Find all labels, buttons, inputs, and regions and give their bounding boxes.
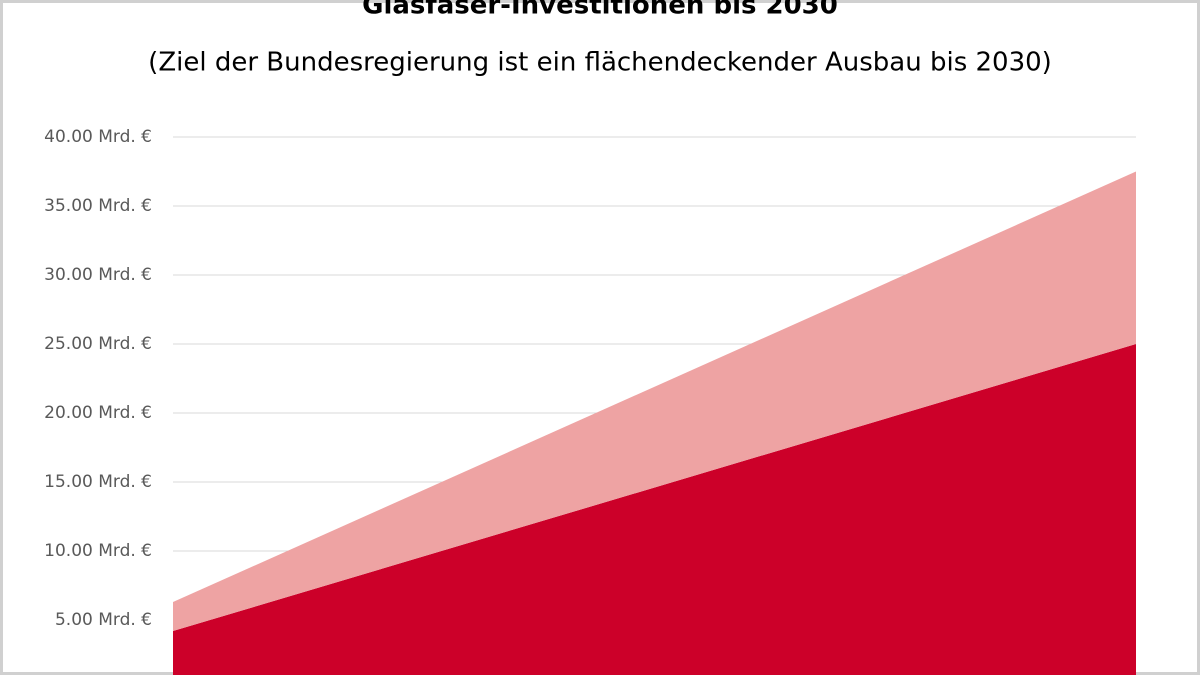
area bbox=[173, 344, 1136, 675]
y-tick-label: 10.00 Mrd. € bbox=[44, 541, 152, 561]
y-tick-label: 40.00 Mrd. € bbox=[44, 127, 152, 147]
chart-title: Glasfaser-Investitionen bis 2030 bbox=[362, 0, 838, 21]
y-tick-label: 5.00 Mrd. € bbox=[55, 610, 152, 630]
y-tick-label: 25.00 Mrd. € bbox=[44, 334, 152, 354]
y-tick-label: 15.00 Mrd. € bbox=[44, 472, 152, 492]
chart-subtitle: (Ziel der Bundesregierung ist ein fläche… bbox=[148, 48, 1052, 78]
y-tick-label: 30.00 Mrd. € bbox=[44, 265, 152, 285]
area bbox=[173, 171, 1136, 632]
y-tick-label: 20.00 Mrd. € bbox=[44, 403, 152, 423]
y-tick-label: 35.00 Mrd. € bbox=[44, 196, 152, 216]
